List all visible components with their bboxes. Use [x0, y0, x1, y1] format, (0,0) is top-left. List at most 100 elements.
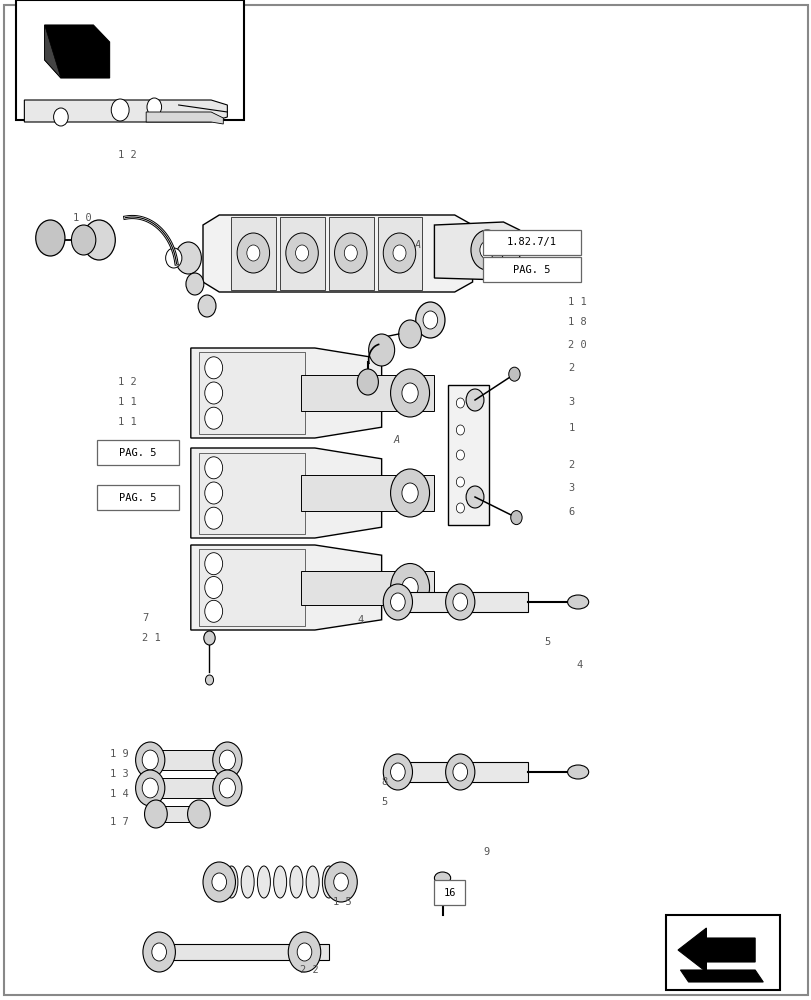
Circle shape [111, 99, 129, 121]
Text: 1 0: 1 0 [73, 213, 92, 223]
Circle shape [401, 383, 418, 403]
Circle shape [144, 800, 167, 828]
Circle shape [383, 584, 412, 620]
Circle shape [203, 862, 235, 902]
Circle shape [204, 382, 222, 404]
Polygon shape [199, 352, 305, 434]
Ellipse shape [306, 866, 319, 898]
Bar [665, 915, 779, 990]
Bar [448, 385, 488, 525]
Polygon shape [191, 348, 381, 438]
Text: 2 1: 2 1 [142, 633, 161, 643]
Circle shape [445, 584, 474, 620]
Circle shape [401, 578, 418, 597]
Ellipse shape [225, 866, 238, 898]
Circle shape [415, 302, 444, 338]
Circle shape [71, 225, 96, 255]
Ellipse shape [290, 866, 303, 898]
Circle shape [508, 367, 520, 381]
Polygon shape [203, 215, 472, 292]
Circle shape [288, 932, 320, 972]
Text: A: A [393, 435, 400, 445]
Ellipse shape [273, 866, 286, 898]
Circle shape [247, 245, 260, 261]
Circle shape [295, 245, 308, 261]
Text: 2 0: 2 0 [568, 340, 586, 350]
Text: 2 2: 2 2 [300, 965, 319, 975]
Circle shape [456, 398, 464, 408]
Circle shape [204, 576, 222, 598]
Circle shape [143, 932, 175, 972]
Circle shape [165, 248, 182, 268]
Circle shape [135, 742, 165, 778]
Text: 1: 1 [568, 423, 574, 433]
Circle shape [333, 873, 348, 891]
Bar [16, 0, 243, 120]
Circle shape [456, 477, 464, 487]
Circle shape [510, 511, 521, 525]
Ellipse shape [434, 872, 450, 884]
Circle shape [357, 369, 378, 395]
Bar [434, 880, 465, 905]
Circle shape [390, 564, 429, 611]
Text: 1 2: 1 2 [118, 150, 136, 160]
Circle shape [212, 742, 242, 778]
Ellipse shape [567, 765, 588, 779]
Ellipse shape [567, 595, 588, 609]
Circle shape [204, 507, 222, 529]
Polygon shape [328, 217, 373, 290]
Bar [150, 806, 207, 822]
Text: 1 9: 1 9 [109, 749, 128, 759]
Text: 1 1: 1 1 [118, 417, 136, 427]
Text: 1 7: 1 7 [109, 817, 128, 827]
Ellipse shape [257, 866, 270, 898]
Circle shape [237, 233, 269, 273]
Circle shape [204, 457, 222, 479]
Text: 1 1: 1 1 [118, 397, 136, 407]
Bar [150, 778, 227, 798]
Text: PAG. 5: PAG. 5 [513, 265, 550, 275]
Circle shape [204, 482, 222, 504]
Polygon shape [45, 25, 61, 78]
Circle shape [383, 754, 412, 790]
Polygon shape [199, 549, 305, 626]
Polygon shape [301, 375, 434, 411]
Circle shape [142, 750, 158, 770]
Ellipse shape [322, 866, 335, 898]
Text: 3: 3 [568, 483, 574, 493]
Circle shape [470, 230, 503, 270]
Circle shape [398, 320, 421, 348]
Text: 2: 2 [568, 460, 574, 470]
Polygon shape [199, 452, 305, 534]
Circle shape [390, 763, 405, 781]
Circle shape [36, 220, 65, 256]
Circle shape [401, 483, 418, 503]
Text: A: A [414, 240, 420, 250]
Circle shape [204, 553, 222, 575]
Text: 7: 7 [142, 613, 148, 623]
Circle shape [383, 233, 415, 273]
Text: PAG. 5: PAG. 5 [119, 448, 157, 458]
Polygon shape [45, 25, 109, 78]
Polygon shape [191, 545, 381, 630]
Circle shape [205, 675, 213, 685]
Text: 1 8: 1 8 [568, 317, 586, 327]
Circle shape [54, 108, 68, 126]
Bar [397, 762, 527, 782]
Circle shape [390, 469, 429, 517]
Text: 2: 2 [568, 363, 574, 373]
Circle shape [445, 754, 474, 790]
Polygon shape [146, 112, 223, 124]
Circle shape [466, 486, 483, 508]
Circle shape [152, 943, 166, 961]
Circle shape [479, 241, 494, 259]
Polygon shape [301, 475, 434, 511]
Circle shape [147, 98, 161, 116]
Polygon shape [231, 217, 276, 290]
Circle shape [204, 357, 222, 379]
Circle shape [344, 245, 357, 261]
Ellipse shape [241, 866, 254, 898]
Circle shape [368, 334, 394, 366]
Text: 1 3: 1 3 [109, 769, 128, 779]
Circle shape [390, 593, 405, 611]
